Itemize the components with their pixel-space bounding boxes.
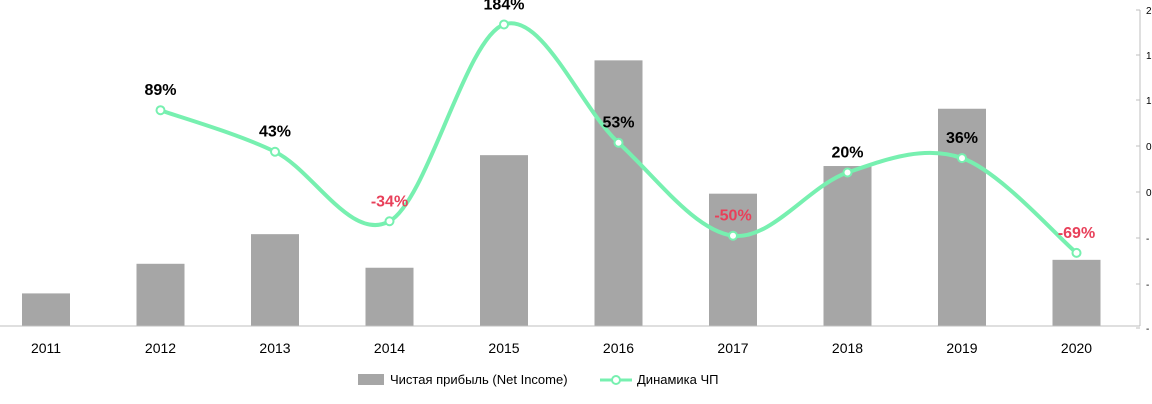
x-tick-2017: 2017 — [717, 340, 748, 356]
right-axis-tick-labels: 2 1 1 0 0 - - - — [1136, 6, 1152, 335]
data-label-2020: -69% — [1058, 225, 1095, 242]
data-label-2014: -34% — [371, 193, 408, 210]
right-axis-tick-label: 0 — [1146, 188, 1152, 199]
x-tick-2020: 2020 — [1061, 340, 1092, 356]
legend-bar-swatch — [358, 374, 384, 385]
legend: Чистая прибыль (Net Income) Динамика ЧП — [358, 372, 719, 387]
right-axis-tick-label: 0 — [1146, 142, 1152, 153]
data-label-2018: 20% — [831, 145, 863, 162]
point-2018 — [842, 167, 853, 178]
bars-group — [22, 60, 1101, 327]
right-axis-tick-label: - — [1146, 280, 1149, 291]
x-tick-2011: 2011 — [31, 340, 61, 356]
data-label-2019: 36% — [946, 130, 978, 147]
growth-points — [155, 19, 1082, 258]
point-2013 — [270, 146, 280, 157]
right-axis-tick-label: 1 — [1146, 51, 1152, 62]
data-label-2017: -50% — [714, 208, 751, 225]
bar-2014 — [365, 267, 414, 326]
growth-line — [158, 21, 1079, 255]
x-tick-2013: 2013 — [259, 340, 290, 356]
point-2014 — [384, 216, 395, 227]
data-label-2013: 43% — [259, 124, 291, 141]
growth-data-labels: 89% 43% -34% 184% 53% -50% 20% 36% -69% — [144, 0, 1095, 242]
right-axis-tick-label: - — [1146, 324, 1149, 335]
x-tick-2012: 2012 — [145, 340, 176, 356]
bar-2019 — [938, 108, 986, 326]
data-label-2016: 53% — [602, 115, 634, 132]
x-tick-2019: 2019 — [946, 340, 977, 356]
bar-2011 — [22, 293, 70, 326]
bar-2016 — [594, 60, 643, 327]
x-tick-labels: 2011 2012 2013 2014 2015 2016 2017 2018 2019 2020 — [31, 340, 1092, 356]
right-axis-tick-label: 2 — [1146, 6, 1152, 17]
data-label-2012: 89% — [144, 82, 176, 99]
point-2012 — [155, 105, 166, 116]
bar-2012 — [136, 263, 185, 326]
point-2020 — [1071, 247, 1082, 258]
point-2016 — [613, 137, 624, 148]
right-axis-tick-label: 1 — [1146, 96, 1152, 107]
legend-bar-label: Чистая прибыль (Net Income) — [390, 372, 568, 387]
x-tick-2014: 2014 — [374, 340, 405, 356]
bar-2018 — [823, 166, 872, 326]
x-tick-2016: 2016 — [603, 340, 634, 356]
point-2015 — [499, 19, 509, 30]
bar-2020 — [1052, 259, 1101, 326]
x-tick-2015: 2015 — [488, 340, 519, 356]
legend-line-marker — [611, 375, 621, 385]
point-2019 — [957, 153, 967, 164]
data-label-2015: 184% — [484, 0, 525, 13]
right-axis-tick-label: - — [1146, 234, 1149, 245]
bar-2015 — [480, 155, 528, 326]
x-tick-2018: 2018 — [832, 340, 863, 356]
bar-2017 — [709, 193, 757, 326]
legend-line-label: Динамика ЧП — [637, 372, 719, 387]
bar-2013 — [251, 234, 299, 326]
point-2017 — [728, 230, 738, 241]
